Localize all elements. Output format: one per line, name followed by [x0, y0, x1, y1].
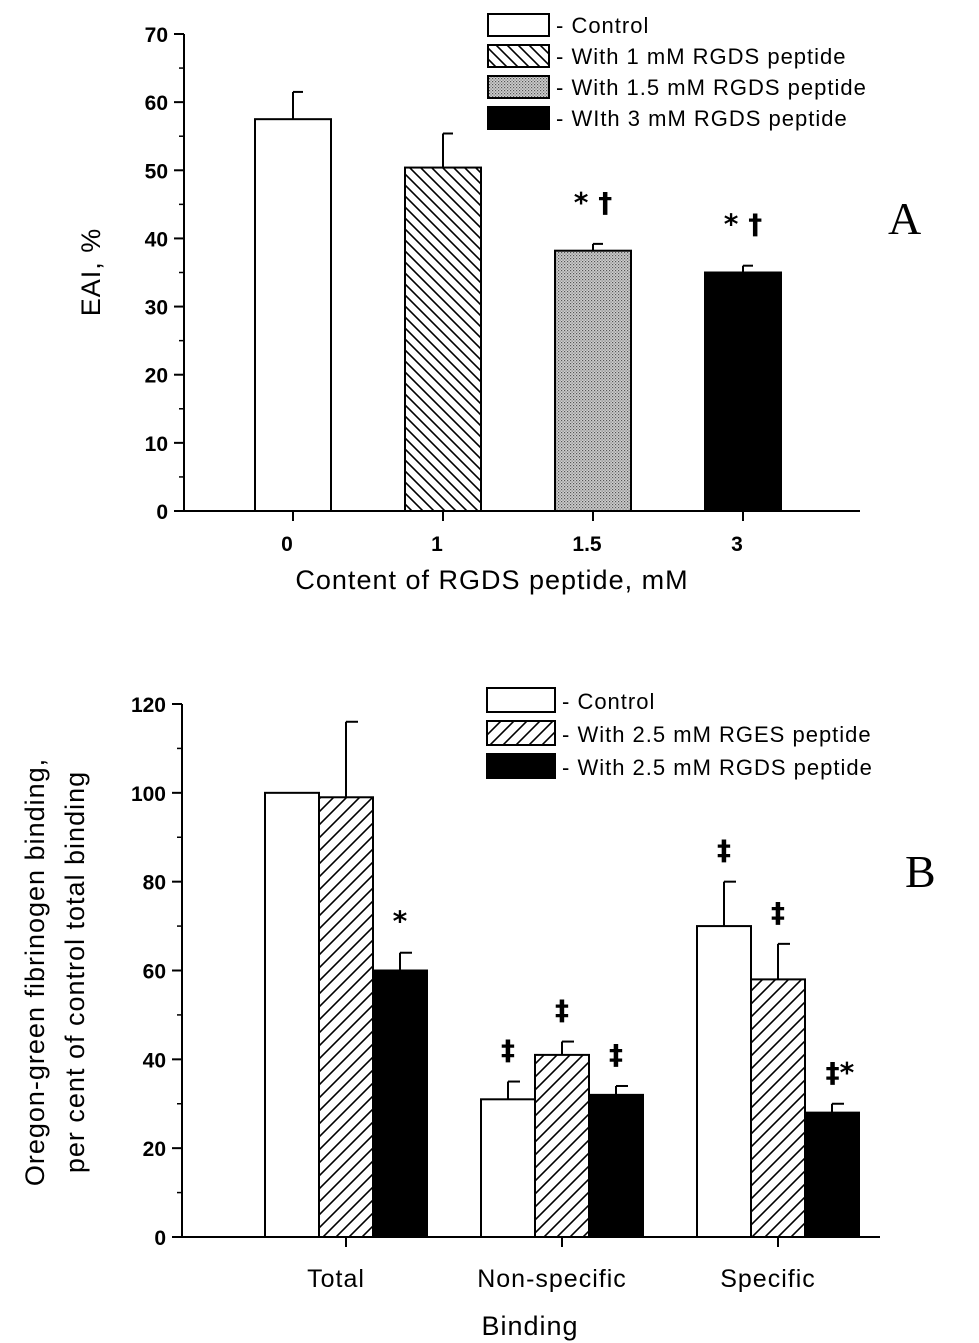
bar-b [318, 796, 374, 1239]
legend-swatch-b [486, 687, 556, 713]
significance-marker-b: * [393, 905, 408, 938]
x-axis-title-b: Binding [481, 1311, 578, 1341]
y-tick-label-b: 100 [131, 783, 166, 806]
y-tick-label-b: 40 [143, 1049, 166, 1072]
significance-marker-b: ‡* [826, 1056, 855, 1089]
panel-a: 0 10 20 30 40 50 60 70 0 1 1.5 * † 3 * † - Control - … [76, 13, 921, 595]
bar-b [588, 1093, 644, 1239]
bar-b [264, 791, 320, 1238]
bar-a [254, 118, 332, 513]
y-tick-label-a: 70 [145, 24, 168, 47]
panel-b: 0 20 40 60 80 100 120 Total * Non-specific ‡ ‡ ‡ Spe… [20, 687, 936, 1341]
bar-b [750, 978, 806, 1239]
x-axis-title-a: Content of RGDS peptide, mM [295, 565, 688, 595]
legend-label-b: - With 2.5 mM RGES peptide [562, 722, 872, 747]
y-tick-label-b: 60 [143, 961, 166, 984]
x-tick-label-b: Total [307, 1265, 365, 1293]
y-tick-label-b: 20 [143, 1138, 166, 1161]
significance-marker-b: ‡ [555, 994, 569, 1027]
bar-b [804, 1111, 860, 1238]
legend-swatch-a [487, 13, 550, 37]
significance-marker-b: ‡ [717, 834, 731, 867]
y-tick-label-a: 30 [145, 297, 168, 320]
significance-marker-a: * † [724, 208, 762, 241]
legend-label-a: - Control [556, 13, 649, 38]
y-tick-label-a: 0 [156, 501, 168, 524]
legend-swatch-a [487, 44, 550, 68]
y-axis-title-b-line2: per cent of control total binding [60, 771, 90, 1173]
y-tick-label-a: 60 [145, 92, 168, 115]
significance-marker-b: ‡ [501, 1034, 515, 1067]
bar-b [372, 969, 428, 1238]
bar-b [696, 925, 752, 1238]
x-tick-label-b: Non-specific [477, 1265, 627, 1293]
bar-a [554, 249, 632, 513]
bar-a [704, 271, 782, 512]
y-axis-title-b-line1: Oregon-green fibrinogen binding, [20, 758, 50, 1186]
y-tick-label-b: 120 [131, 694, 166, 717]
legend-label-b: - Control [562, 689, 655, 714]
x-tick-label-a: 1.5 [572, 533, 602, 556]
bar-b [534, 1053, 590, 1239]
y-tick-label-a: 20 [145, 365, 168, 388]
x-tick-label-a: 0 [281, 533, 293, 556]
y-tick-label-b: 80 [143, 872, 166, 895]
y-tick-label-a: 10 [145, 433, 168, 456]
legend-label-b: - With 2.5 mM RGDS peptide [562, 755, 873, 780]
legend-label-a: - WIth 3 mM RGDS peptide [556, 106, 848, 131]
y-tick-label-a: 50 [145, 160, 168, 183]
legend-swatch-b [486, 720, 556, 746]
significance-marker-b: ‡ [771, 896, 785, 929]
y-tick-label-b: 0 [154, 1227, 166, 1250]
legend-swatch-a [487, 106, 550, 130]
legend-swatch-a [487, 75, 550, 99]
legend-label-a: - With 1 mM RGDS peptide [556, 44, 847, 69]
significance-marker-b: ‡ [609, 1038, 623, 1071]
y-tick-label-a: 40 [145, 228, 168, 251]
bar-a [404, 166, 482, 512]
x-tick-label-a: 3 [731, 533, 743, 556]
x-tick-label-a: 1 [431, 533, 443, 556]
bar-b [480, 1098, 536, 1239]
panel-letter-a: A [888, 193, 921, 244]
significance-marker-a: * † [574, 186, 612, 219]
x-tick-label-b: Specific [720, 1265, 816, 1293]
y-axis-title-a: EAI, % [76, 228, 106, 317]
legend-label-a: - With 1.5 mM RGDS peptide [556, 75, 867, 100]
panel-letter-b: B [905, 846, 936, 897]
legend-swatch-b [486, 753, 556, 779]
